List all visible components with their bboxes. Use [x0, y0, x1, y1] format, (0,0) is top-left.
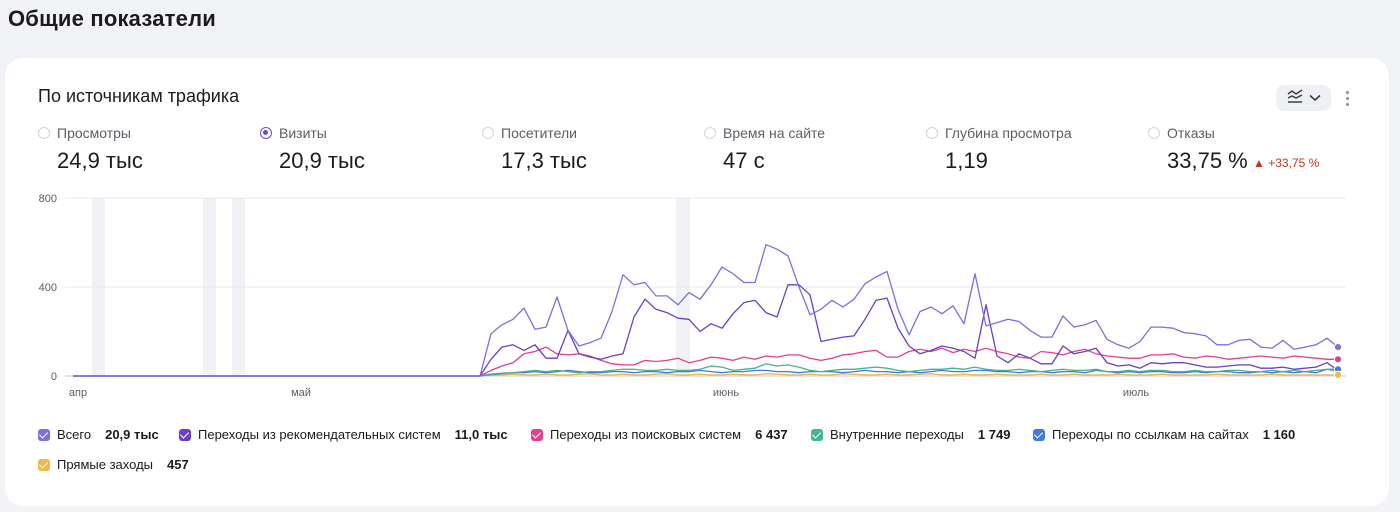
- legend-series-name: Внутренние переходы: [830, 427, 964, 442]
- metric-value: 24,9 тыс: [57, 148, 143, 173]
- chart-type-button[interactable]: [1276, 85, 1331, 111]
- series-end-point: [1333, 370, 1343, 379]
- metric-radio[interactable]: [704, 127, 716, 139]
- metric-radio[interactable]: [38, 127, 50, 139]
- series-end-point: [1333, 342, 1343, 352]
- page-title: Общие показатели: [8, 6, 216, 31]
- series-line: [73, 244, 1339, 377]
- legend-series-total: 457: [167, 457, 189, 472]
- legend-series-name: Всего: [57, 427, 92, 442]
- legend-item[interactable]: Всего 20,9 тыс: [38, 427, 159, 442]
- metric-label: Визиты: [279, 125, 327, 141]
- legend-series-name: Переходы из рекомендательных систем: [198, 427, 441, 442]
- metric-label: Просмотры: [57, 125, 131, 141]
- metric-label: Глубина просмотра: [945, 125, 1072, 141]
- legend-checkbox[interactable]: [38, 458, 50, 471]
- legend-checkbox[interactable]: [38, 428, 50, 441]
- legend-series-name: Прямые заходы: [57, 457, 154, 472]
- metric-value: 47 с: [723, 148, 765, 173]
- legend-item[interactable]: Переходы из поисковых систем 6 437: [531, 427, 788, 442]
- card-title: По источникам трафика: [38, 86, 240, 106]
- traffic-sources-card: По источникам трафика Просмотры 24,9 тыс…: [5, 58, 1389, 506]
- x-tick-label: июнь: [713, 387, 739, 399]
- metric-radio[interactable]: [1148, 127, 1160, 139]
- metric-radio[interactable]: [926, 127, 938, 139]
- y-tick-label: 800: [39, 193, 57, 205]
- legend-checkbox[interactable]: [179, 428, 191, 441]
- line-chart-icon: [1287, 88, 1303, 108]
- metric-value: 20,9 тыс: [279, 148, 365, 173]
- legend-series-name: Переходы из поисковых систем: [550, 427, 742, 442]
- metric-value: 1,19: [945, 148, 988, 173]
- legend-series-total: 11,0 тыс: [454, 427, 508, 442]
- metric-radio[interactable]: [482, 127, 494, 139]
- legend-item[interactable]: Переходы по ссылкам на сайтах 1 160: [1033, 427, 1295, 442]
- metric-label: Отказы: [1167, 125, 1215, 141]
- metric-value: 33,75 %: [1167, 148, 1248, 173]
- y-tick-label: 0: [51, 371, 57, 383]
- legend-series-name: Переходы по ссылкам на сайтах: [1052, 427, 1249, 442]
- metric-radio[interactable]: [260, 127, 272, 139]
- metric-label: Время на сайте: [723, 125, 826, 141]
- legend-series-total: 20,9 тыс: [105, 427, 159, 442]
- legend-series-total: 6 437: [755, 427, 788, 442]
- metric-label: Посетители: [501, 125, 577, 141]
- legend-checkbox[interactable]: [1033, 428, 1045, 441]
- traffic-line-chart: 800 400 0 апр май июнь июль: [39, 193, 1346, 399]
- chevron-down-icon: [1308, 89, 1321, 107]
- more-vertical-icon[interactable]: [1339, 86, 1355, 110]
- x-tick-label: апр: [69, 387, 87, 399]
- legend-series-total: 1 160: [1262, 427, 1296, 442]
- series-end-point: [1333, 355, 1343, 364]
- legend-item[interactable]: Переходы из рекомендательных систем 11,0 …: [179, 427, 508, 442]
- legend-item[interactable]: Прямые заходы 457: [38, 457, 189, 472]
- legend-checkbox[interactable]: [811, 428, 823, 441]
- y-tick-label: 400: [39, 282, 57, 294]
- x-tick-label: май: [291, 387, 311, 399]
- x-tick-label: июль: [1123, 387, 1150, 399]
- metric-delta: ▲ +33,75 %: [1253, 156, 1320, 170]
- legend-item[interactable]: Внутренние переходы 1 749: [811, 427, 1010, 442]
- legend-series-total: 1 749: [977, 427, 1011, 442]
- metric-value: 17,3 тыс: [501, 148, 587, 173]
- legend-checkbox[interactable]: [531, 428, 543, 441]
